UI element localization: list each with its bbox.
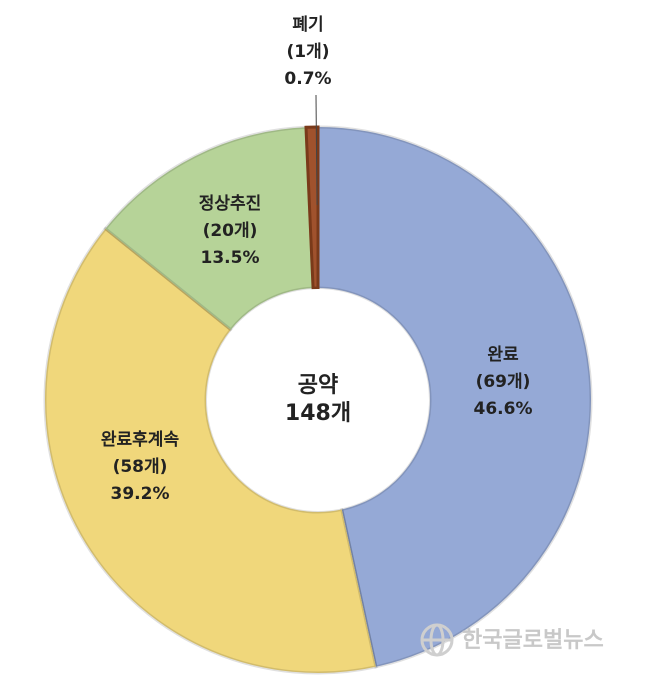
watermark: 한국글로벌뉴스 bbox=[462, 628, 604, 653]
segment-count: (20개) bbox=[203, 221, 258, 241]
segment-name: 폐기 bbox=[292, 15, 323, 35]
donut-segment bbox=[103, 125, 315, 332]
segment-name: 완료 bbox=[487, 345, 519, 365]
segment-name: 정상추진 bbox=[199, 194, 262, 214]
donut-segment bbox=[316, 125, 593, 669]
center-label: 공약 bbox=[298, 373, 338, 398]
segment-count: (58개) bbox=[113, 457, 168, 477]
watermark-icon bbox=[420, 623, 454, 657]
leader-line bbox=[315, 94, 318, 206]
center-label: 148개 bbox=[285, 401, 351, 426]
donut-segment bbox=[304, 125, 320, 290]
segment-name: 완료후계속 bbox=[101, 429, 180, 450]
segment-count: (69개) bbox=[476, 372, 531, 392]
segment-count: (1개) bbox=[286, 42, 329, 62]
segment-percent: 39.2% bbox=[111, 484, 170, 504]
donut: 완료 (69개) 46.6% 완료후계속 (58개) 39.2% 정상추진 (20개) 13.5… bbox=[43, 15, 593, 675]
segment-percent: 46.6% bbox=[474, 399, 533, 419]
segment-percent: 13.5% bbox=[201, 248, 260, 268]
donut-hole bbox=[207, 289, 429, 511]
donut-segment bbox=[43, 226, 378, 675]
segment-percent: 0.7% bbox=[284, 69, 331, 89]
